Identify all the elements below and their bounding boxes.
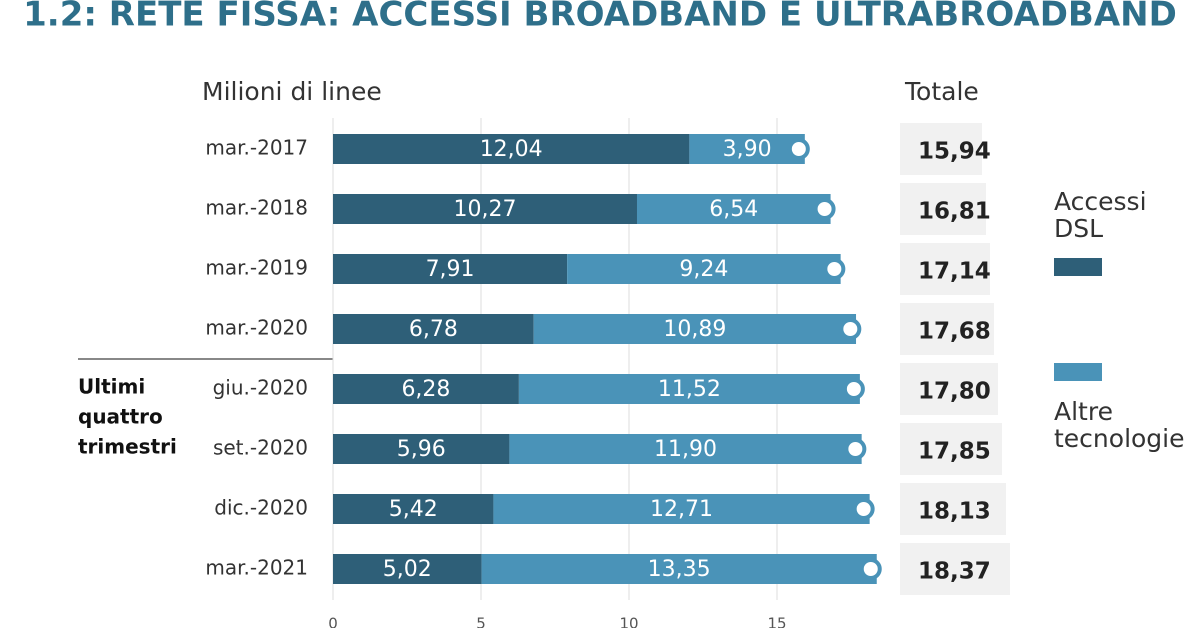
total-marker [842, 378, 865, 400]
total-label: 18,37 [918, 559, 991, 585]
total-box [900, 423, 1002, 475]
total-marker [839, 318, 862, 340]
total-label: 17,80 [918, 379, 991, 405]
group-label: trimestri [78, 435, 177, 459]
bar [493, 494, 870, 524]
total-box [900, 183, 986, 235]
x-tick-label: 5 [476, 615, 486, 628]
y-tick-label: mar.-2018 [205, 196, 308, 220]
bar [533, 314, 857, 344]
total-label: 15,94 [918, 139, 991, 165]
total-box [900, 303, 994, 355]
value-label: 3,90 [723, 137, 772, 162]
bar [689, 134, 805, 164]
y-tick-label: mar.-2019 [205, 256, 308, 280]
total-box [900, 363, 998, 415]
bar [333, 314, 534, 344]
y-tick-label: giu.-2020 [213, 376, 308, 400]
totals-header: Totale [904, 77, 979, 106]
value-label: 13,35 [648, 557, 711, 582]
bar [333, 254, 568, 284]
value-label: 7,91 [426, 257, 475, 282]
total-marker [823, 258, 846, 280]
y-tick-label: mar.-2021 [205, 556, 308, 580]
bar [333, 494, 494, 524]
value-label: 5,42 [389, 497, 438, 522]
total-marker [859, 558, 882, 580]
x-tick-label: 10 [619, 615, 638, 628]
value-label: 12,71 [650, 497, 713, 522]
total-box [900, 543, 1010, 595]
legend-label: Altre tecnologie [1054, 397, 1185, 453]
bar [481, 554, 877, 584]
total-marker [787, 138, 810, 160]
total-marker [844, 438, 867, 460]
total-box [900, 483, 1006, 535]
total-marker [852, 498, 875, 520]
y-tick-label: mar.-2020 [205, 316, 308, 340]
group-label: quattro [78, 405, 163, 429]
total-label: 18,13 [918, 499, 991, 525]
x-tick-label: 15 [767, 615, 786, 628]
bar [333, 194, 637, 224]
y-tick-label: dic.-2020 [214, 496, 308, 520]
y-tick-label: set.-2020 [213, 436, 308, 460]
value-label: 5,02 [383, 557, 432, 582]
value-label: 6,78 [409, 317, 458, 342]
value-label: 11,52 [658, 377, 721, 402]
legend-swatch [1054, 363, 1102, 381]
group-label: Ultimi [78, 375, 145, 399]
bar [333, 134, 690, 164]
value-label: 6,28 [401, 377, 450, 402]
total-label: 17,14 [918, 259, 991, 285]
value-label: 9,24 [679, 257, 728, 282]
total-box [900, 243, 990, 295]
bar [636, 194, 831, 224]
legend-swatch [1054, 258, 1102, 276]
value-label: 10,27 [454, 197, 517, 222]
axis-label: Milioni di linee [202, 77, 382, 106]
y-tick-label: mar.-2017 [205, 136, 308, 160]
total-box [900, 123, 982, 175]
value-label: 12,04 [480, 137, 543, 162]
bar [567, 254, 841, 284]
bar [333, 374, 519, 404]
x-tick-label: 0 [328, 615, 338, 628]
legend-label: Accessi DSL [1054, 187, 1147, 243]
value-label: 11,90 [654, 437, 717, 462]
bar [509, 434, 862, 464]
bar [518, 374, 860, 404]
value-label: 6,54 [709, 197, 758, 222]
total-label: 17,85 [918, 439, 991, 465]
total-label: 16,81 [918, 199, 991, 225]
bar [333, 434, 510, 464]
total-marker [813, 198, 836, 220]
total-label: 17,68 [918, 319, 991, 345]
value-label: 5,96 [397, 437, 446, 462]
chart-title: 1.2: RETE FISSA: ACCESSI BROADBAND E ULT… [23, 0, 1177, 35]
bar [333, 554, 482, 584]
value-label: 10,89 [663, 317, 726, 342]
